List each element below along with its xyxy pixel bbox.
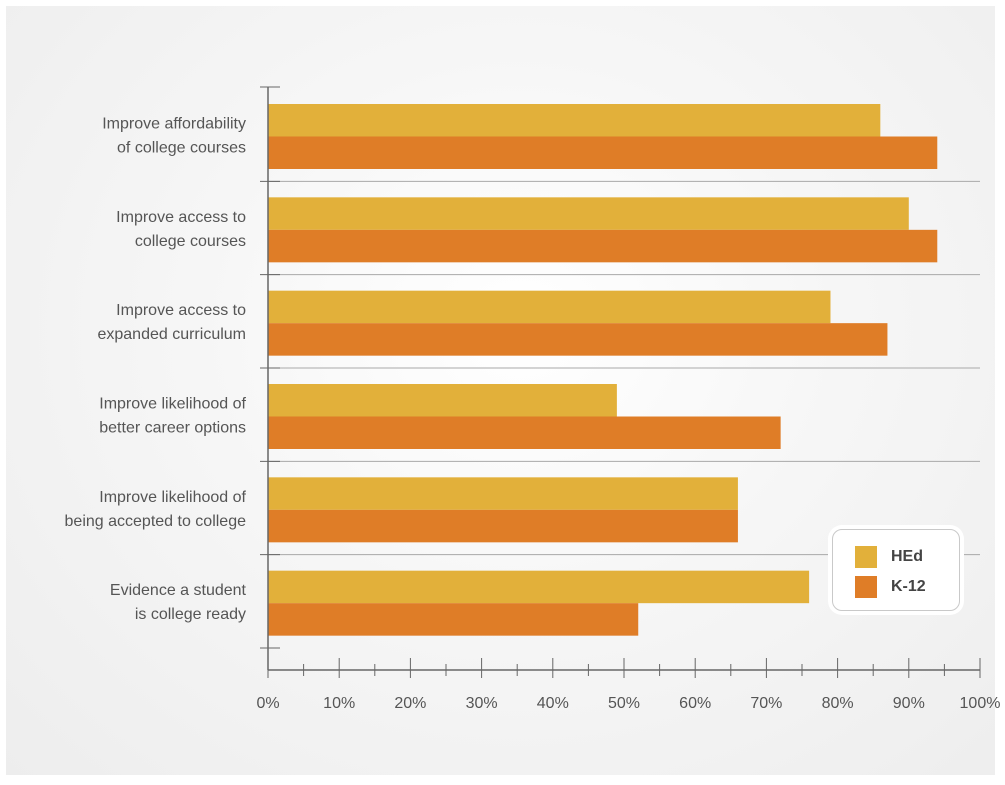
bars: [268, 104, 938, 636]
legend: HEd K-12: [832, 529, 960, 611]
legend-swatch-hed: [855, 546, 877, 568]
bar-hed-4: [268, 477, 738, 510]
bar-hed-3: [268, 384, 617, 417]
x-tick-label: 90%: [893, 695, 925, 712]
legend-label-k12: K-12: [891, 578, 926, 595]
category-label: Improve likelihood of: [99, 396, 246, 413]
axes: [260, 86, 981, 678]
x-tick-label: 70%: [750, 695, 782, 712]
x-tick-label: 100%: [960, 695, 1001, 712]
bar-k12-4: [268, 509, 738, 543]
x-tick-label: 80%: [822, 695, 854, 712]
bar-hed-0: [268, 104, 881, 137]
x-tick-label: 50%: [608, 695, 640, 712]
legend-item-k12: K-12: [855, 576, 926, 598]
tick-labels: 0% 10% 20% 30% 40% 50% 60% 70% 80% 90% 100%: [256, 695, 1000, 712]
legend-item-hed: HEd: [855, 546, 923, 568]
category-label: expanded curriculum: [97, 326, 246, 343]
category-label: Improve affordability: [102, 116, 246, 133]
category-label: is college ready: [135, 606, 246, 623]
category-label: college courses: [135, 233, 246, 250]
x-tick-label: 0%: [256, 695, 279, 712]
bar-hed-5: [268, 570, 810, 604]
category-label: Improve access to: [116, 209, 246, 226]
bar-hed-2: [268, 290, 831, 324]
bar-k12-2: [268, 323, 888, 356]
category-label: of college courses: [117, 140, 246, 157]
category-label: being accepted to college: [65, 513, 247, 530]
x-tick-label: 20%: [394, 695, 426, 712]
x-tick-label: 10%: [323, 695, 355, 712]
bar-k12-5: [268, 603, 639, 636]
x-tick-label: 40%: [537, 695, 569, 712]
gridlines: [268, 180, 980, 556]
category-label: Evidence a student: [110, 582, 247, 599]
bar-k12-0: [268, 136, 938, 169]
bar-k12-3: [268, 416, 781, 449]
bar-hed-1: [268, 197, 909, 230]
x-tick-label: 60%: [679, 695, 711, 712]
category-labels: Improve affordability of college courses I…: [65, 116, 247, 624]
category-label: Improve likelihood of: [99, 489, 246, 506]
x-tick-label: 30%: [466, 695, 498, 712]
legend-swatch-k12: [855, 576, 877, 598]
bar-k12-1: [268, 229, 938, 263]
legend-label-hed: HEd: [891, 548, 923, 565]
category-label: better career options: [99, 420, 246, 437]
category-label: Improve access to: [116, 302, 246, 319]
